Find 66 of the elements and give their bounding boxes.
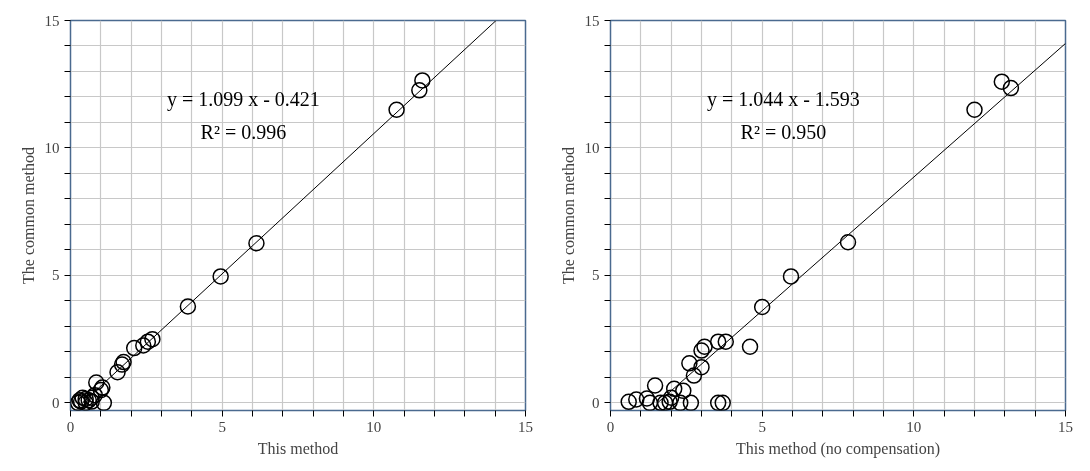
x-tick-label: 5 [218,418,226,435]
x-axis-title: This method [257,439,339,457]
point [665,380,683,398]
point [681,355,698,372]
point [139,333,157,350]
point [95,394,113,411]
point [135,337,152,354]
y-tick-label: 15 [44,12,60,29]
x-tick-label: 0 [606,418,615,435]
annotation: R² = 0.950 [740,120,827,143]
point [656,394,674,411]
y-tick-label: 5 [592,267,600,284]
point [672,394,689,411]
point [1002,79,1020,97]
x-tick-label: 15 [1058,418,1073,435]
x-axis-title: This method (no compensation) [736,439,940,458]
point [753,298,771,316]
point [414,72,431,89]
y-tick-label: 5 [52,267,60,284]
point [248,235,265,252]
point [86,386,104,404]
point [685,367,703,384]
point [714,394,731,411]
point [638,390,656,407]
point [675,382,692,400]
point [620,393,637,411]
point [411,82,428,99]
point [179,298,197,315]
point [693,358,710,376]
x-tick-label: 10 [366,418,382,435]
point [628,391,645,408]
y-axis-title: The common method [559,147,577,284]
point [661,393,678,411]
point [388,101,405,118]
point [966,101,983,118]
y-tick-label: 15 [584,12,600,29]
y-tick-label: 10 [584,139,600,156]
point [696,338,713,356]
point [646,377,664,394]
point [144,330,161,348]
annotation: y = 1.044 x - 1.593 [706,87,860,111]
x-tick-label: 0 [66,418,75,435]
point [212,268,229,285]
y-axis-title: The common method [19,147,37,284]
point [652,394,669,411]
point [693,342,710,359]
point [682,394,700,411]
point [125,339,143,357]
point [109,364,126,381]
point [662,389,680,406]
point [839,234,857,251]
point [741,338,759,356]
point [709,394,727,411]
point [993,73,1011,90]
y-tick-label: 10 [44,139,60,156]
point [709,333,727,350]
y-tick-label: 0 [52,394,60,411]
x-tick-label: 15 [518,418,533,435]
annotation: R² = 0.996 [200,120,287,143]
point [782,268,800,285]
y-tick-label: 0 [592,394,600,411]
point [88,374,105,391]
x-tick-label: 5 [758,418,766,435]
point [717,333,735,350]
annotation: y = 1.099 x - 0.421 [166,87,320,111]
x-tick-label: 10 [906,418,922,435]
